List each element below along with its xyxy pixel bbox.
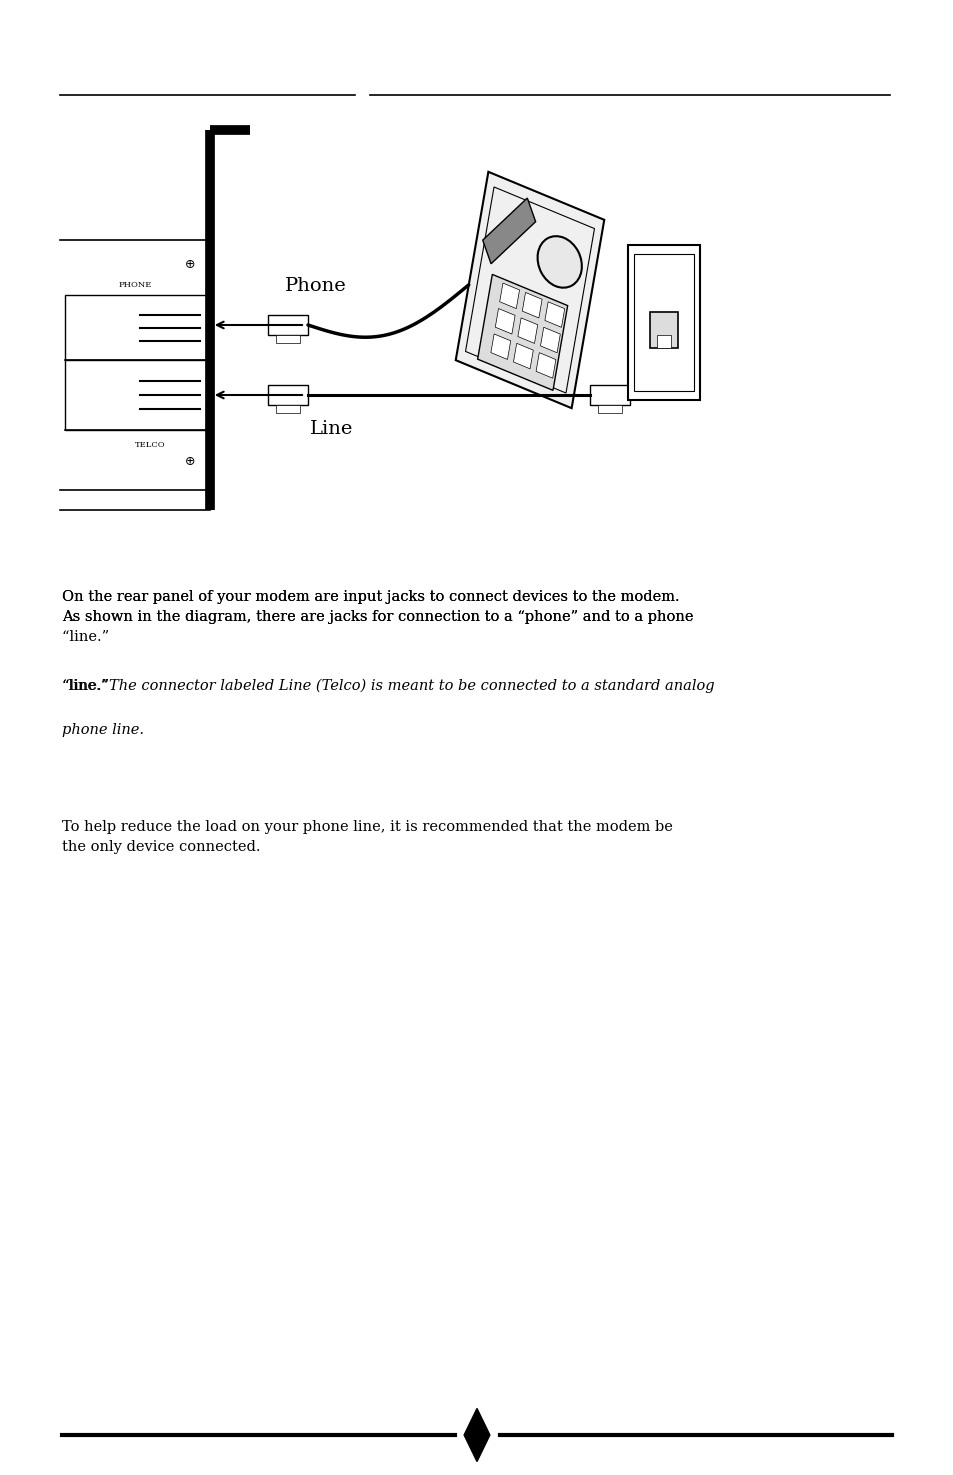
Bar bbox=[65, 360, 210, 431]
Text: Line: Line bbox=[310, 420, 353, 438]
Polygon shape bbox=[540, 327, 559, 353]
Ellipse shape bbox=[537, 236, 581, 288]
Text: Phone: Phone bbox=[285, 277, 346, 295]
Polygon shape bbox=[517, 319, 537, 344]
Text: “line.”: “line.” bbox=[62, 678, 109, 692]
Bar bbox=[598, 406, 621, 413]
Polygon shape bbox=[513, 344, 533, 369]
Text: On the rear panel of your modem are input jacks to connect devices to the modem.: On the rear panel of your modem are inpu… bbox=[62, 590, 693, 645]
Bar bbox=[649, 313, 678, 348]
Text: On the rear panel of your modem are input jacks to connect devices to the modem.: On the rear panel of your modem are inpu… bbox=[62, 590, 693, 624]
Bar bbox=[275, 335, 299, 344]
Text: To help reduce the load on your phone line, it is recommended that the modem be
: To help reduce the load on your phone li… bbox=[62, 820, 672, 854]
Bar bbox=[657, 335, 670, 348]
Polygon shape bbox=[491, 333, 510, 360]
Polygon shape bbox=[499, 283, 519, 308]
Bar bbox=[589, 385, 629, 406]
Bar bbox=[268, 316, 308, 335]
Text: TELCO: TELCO bbox=[134, 441, 165, 448]
Bar bbox=[627, 245, 700, 400]
Text: PHONE: PHONE bbox=[118, 282, 152, 289]
Text: ⊕: ⊕ bbox=[185, 258, 195, 271]
Polygon shape bbox=[456, 171, 603, 409]
Polygon shape bbox=[521, 292, 541, 319]
Bar bbox=[275, 406, 299, 413]
Bar bbox=[268, 385, 308, 406]
Text: ⊕: ⊕ bbox=[185, 456, 195, 469]
Text: phone line.: phone line. bbox=[62, 723, 144, 736]
Polygon shape bbox=[544, 302, 564, 327]
Polygon shape bbox=[495, 308, 515, 333]
Polygon shape bbox=[536, 353, 556, 378]
Polygon shape bbox=[482, 198, 535, 264]
Text: “line.”: “line.” bbox=[62, 678, 198, 692]
Bar bbox=[634, 254, 693, 391]
Bar bbox=[65, 295, 210, 360]
Polygon shape bbox=[477, 274, 567, 391]
Text: The connector labeled Line (Telco) is meant to be connected to a standard analog: The connector labeled Line (Telco) is me… bbox=[109, 678, 714, 693]
Polygon shape bbox=[463, 1409, 490, 1462]
